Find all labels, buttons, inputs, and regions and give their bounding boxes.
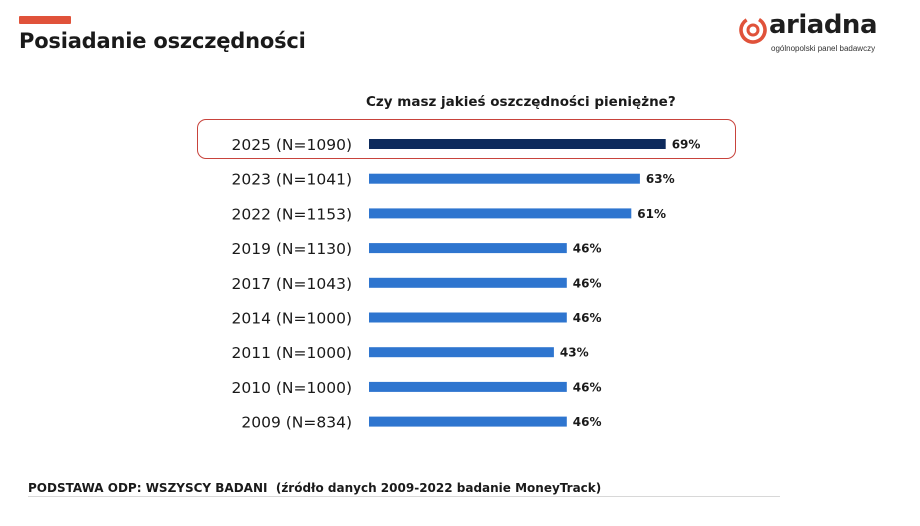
bar xyxy=(369,277,567,288)
bar xyxy=(369,139,666,149)
value-label: 69% xyxy=(672,138,701,152)
bar xyxy=(369,347,554,358)
ariadna-logo: ariadna ogólnopolski panel badawczy xyxy=(738,10,888,56)
category-label: 2014 (N=1000) xyxy=(232,310,353,328)
bar xyxy=(369,381,567,392)
value-label: 43% xyxy=(560,346,589,360)
header-accent-bar xyxy=(19,16,71,24)
value-label: 46% xyxy=(573,380,602,394)
footer-note: PODSTAWA ODP: WSZYSCY BADANI (źródło dan… xyxy=(28,481,602,495)
logo-wordmark: ariadna xyxy=(769,10,878,40)
category-label: 2011 (N=1000) xyxy=(232,344,353,362)
category-label: 2022 (N=1153) xyxy=(232,205,353,223)
value-label: 46% xyxy=(573,415,602,429)
value-label: 46% xyxy=(573,242,602,256)
category-label: 2010 (N=1000) xyxy=(232,379,353,397)
category-label: 2009 (N=834) xyxy=(241,414,352,432)
highlight-box-2025 xyxy=(197,119,736,159)
value-label: 63% xyxy=(646,172,675,186)
category-label: 2025 (N=1090) xyxy=(232,136,353,154)
value-label: 46% xyxy=(573,276,602,290)
bar xyxy=(369,173,640,184)
bar xyxy=(369,312,567,323)
bar xyxy=(369,416,567,427)
bar xyxy=(369,208,632,219)
ariadna-logo-icon xyxy=(739,16,767,44)
category-label: 2019 (N=1130) xyxy=(232,240,353,258)
chart-title: Czy masz jakieś oszczędności pieniężne? xyxy=(366,94,676,110)
category-label: 2023 (N=1041) xyxy=(232,171,353,189)
value-label: 61% xyxy=(637,207,666,221)
page-title: Posiadanie oszczędności xyxy=(19,29,306,53)
logo-tagline: ogólnopolski panel badawczy xyxy=(771,44,876,53)
bar xyxy=(369,243,567,254)
footer-divider xyxy=(28,496,780,497)
category-label: 2017 (N=1043) xyxy=(232,275,353,293)
value-label: 46% xyxy=(573,311,602,325)
